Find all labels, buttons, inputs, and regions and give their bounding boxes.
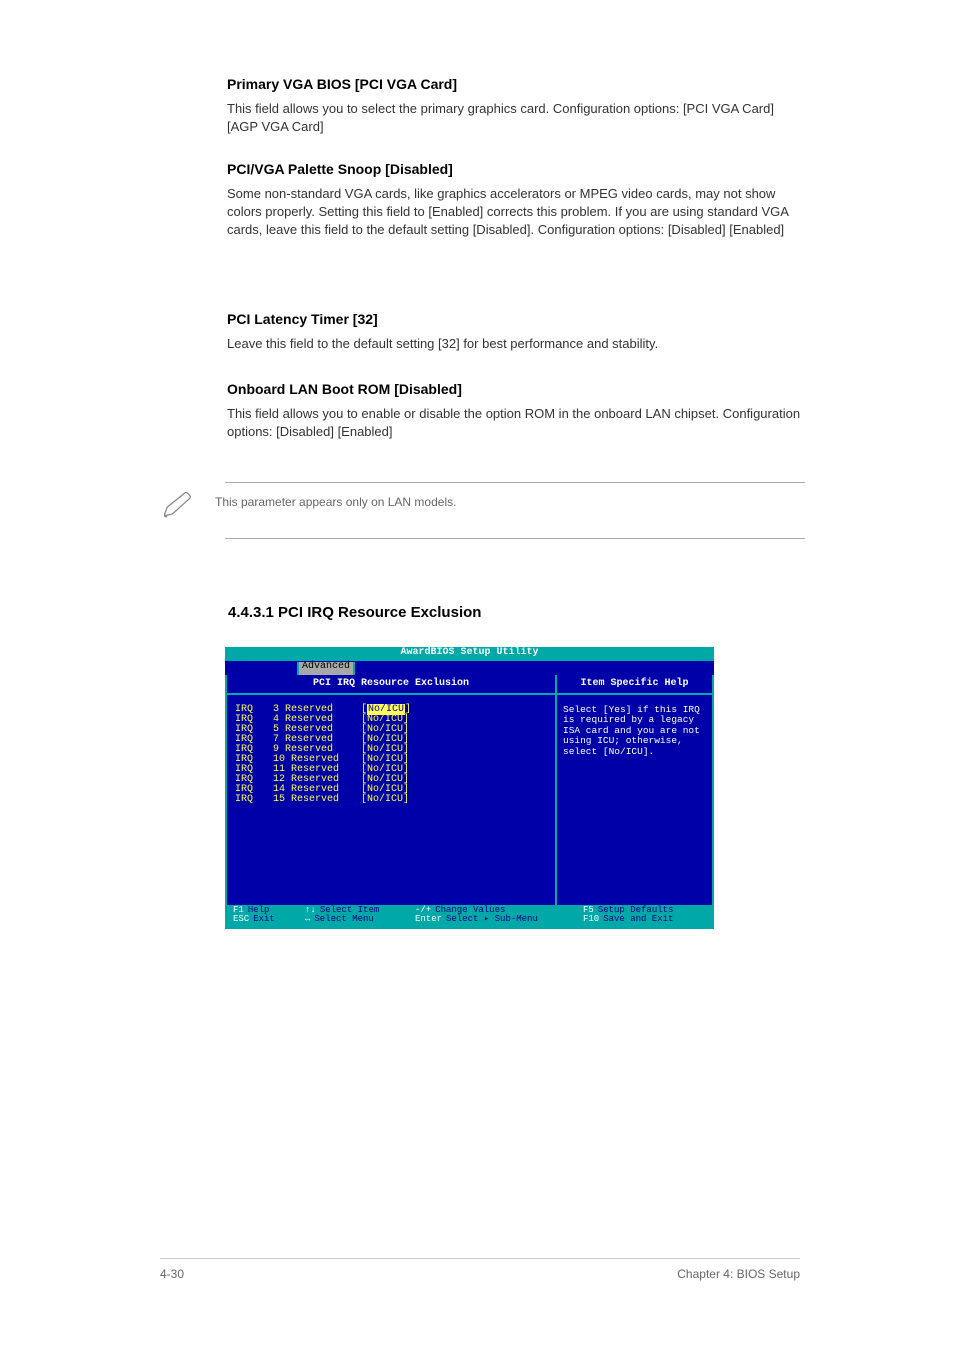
item-body: Some non-standard VGA cards, like graphi…: [227, 185, 802, 240]
footer-label: Exit: [253, 915, 275, 924]
footer-hint: Enter Select ▸ Sub-Menu: [415, 915, 583, 924]
item-title: PCI Latency Timer [32]: [227, 310, 802, 330]
item-primary-vga: Primary VGA BIOS [PCI VGA Card] This fie…: [227, 75, 802, 136]
page-footer: 4-30 Chapter 4: BIOS Setup: [160, 1258, 800, 1281]
bios-right-header: Item Specific Help: [557, 675, 712, 695]
item-body: Leave this field to the default setting …: [227, 335, 802, 353]
irq-value[interactable]: [No/ICU]: [361, 795, 409, 805]
bios-title: AwardBIOS Setup Utility: [225, 647, 714, 661]
item-palette-snoop: PCI/VGA Palette Snoop [Disabled] Some no…: [227, 160, 802, 239]
bios-right-panel: Item Specific Help Select [Yes] if this …: [557, 675, 712, 905]
page-number: 4-30: [160, 1267, 184, 1281]
footer-key: Enter: [415, 915, 442, 924]
item-pci-latency: PCI Latency Timer [32] Leave this field …: [227, 310, 802, 353]
bios-help-text: Select [Yes] if this IRQ is required by …: [557, 695, 712, 767]
footer-key: ↔: [305, 915, 310, 924]
note-bottom-line: [225, 538, 805, 539]
bios-left-header: PCI IRQ Resource Exclusion: [227, 675, 555, 695]
subsection-heading: 4.4.3.1 PCI IRQ Resource Exclusion: [228, 604, 481, 621]
item-body: This field allows you to select the prim…: [227, 100, 802, 136]
item-title: Primary VGA BIOS [PCI VGA Card]: [227, 75, 802, 95]
footer-label: Select ▸ Sub-Menu: [446, 915, 538, 924]
footer-hint: ↔ Select Menu: [305, 915, 415, 924]
bios-irq-list: IRQ3 Reserved[No/ICU]IRQ4 Reserved[No/IC…: [227, 695, 555, 905]
note-row: This parameter appears only on LAN model…: [160, 490, 800, 520]
bios-screenshot: AwardBIOS Setup Utility Advanced PCI IRQ…: [225, 647, 714, 929]
footer-key: ESC: [233, 915, 249, 924]
irq-row[interactable]: IRQ 15 Reserved [No/ICU]: [235, 795, 547, 805]
item-title: PCI/VGA Palette Snoop [Disabled]: [227, 160, 802, 180]
irq-reserved: 15 Reserved: [273, 795, 353, 805]
bios-menu-bar: Advanced: [225, 661, 714, 675]
irq-label: IRQ: [235, 795, 265, 805]
footer-hint: ESC Exit: [233, 915, 305, 924]
item-title: Onboard LAN Boot ROM [Disabled]: [227, 380, 802, 400]
bios-content: PCI IRQ Resource Exclusion IRQ3 Reserved…: [225, 675, 714, 905]
footer-hint: F10 Save and Exit: [583, 915, 703, 924]
chapter-title: Chapter 4: BIOS Setup: [677, 1267, 800, 1281]
note-text: This parameter appears only on LAN model…: [215, 490, 456, 509]
bios-left-panel: PCI IRQ Resource Exclusion IRQ3 Reserved…: [227, 675, 557, 905]
footer-label: Save and Exit: [603, 915, 673, 924]
pencil-icon: [160, 490, 195, 520]
item-onboard-lan: Onboard LAN Boot ROM [Disabled] This fie…: [227, 380, 802, 441]
item-body: This field allows you to enable or disab…: [227, 405, 802, 441]
bios-active-tab[interactable]: Advanced: [297, 662, 355, 675]
footer-key: F10: [583, 915, 599, 924]
footer-label: Select Menu: [314, 915, 373, 924]
bios-footer-row2: ESC Exit ↔ Select Menu Enter Select ▸ Sub-Men…: [233, 915, 706, 924]
bios-footer: F1Help↑↓Select Item-/+Change ValuesF5Set…: [225, 905, 714, 929]
note-top-line: [225, 482, 805, 483]
